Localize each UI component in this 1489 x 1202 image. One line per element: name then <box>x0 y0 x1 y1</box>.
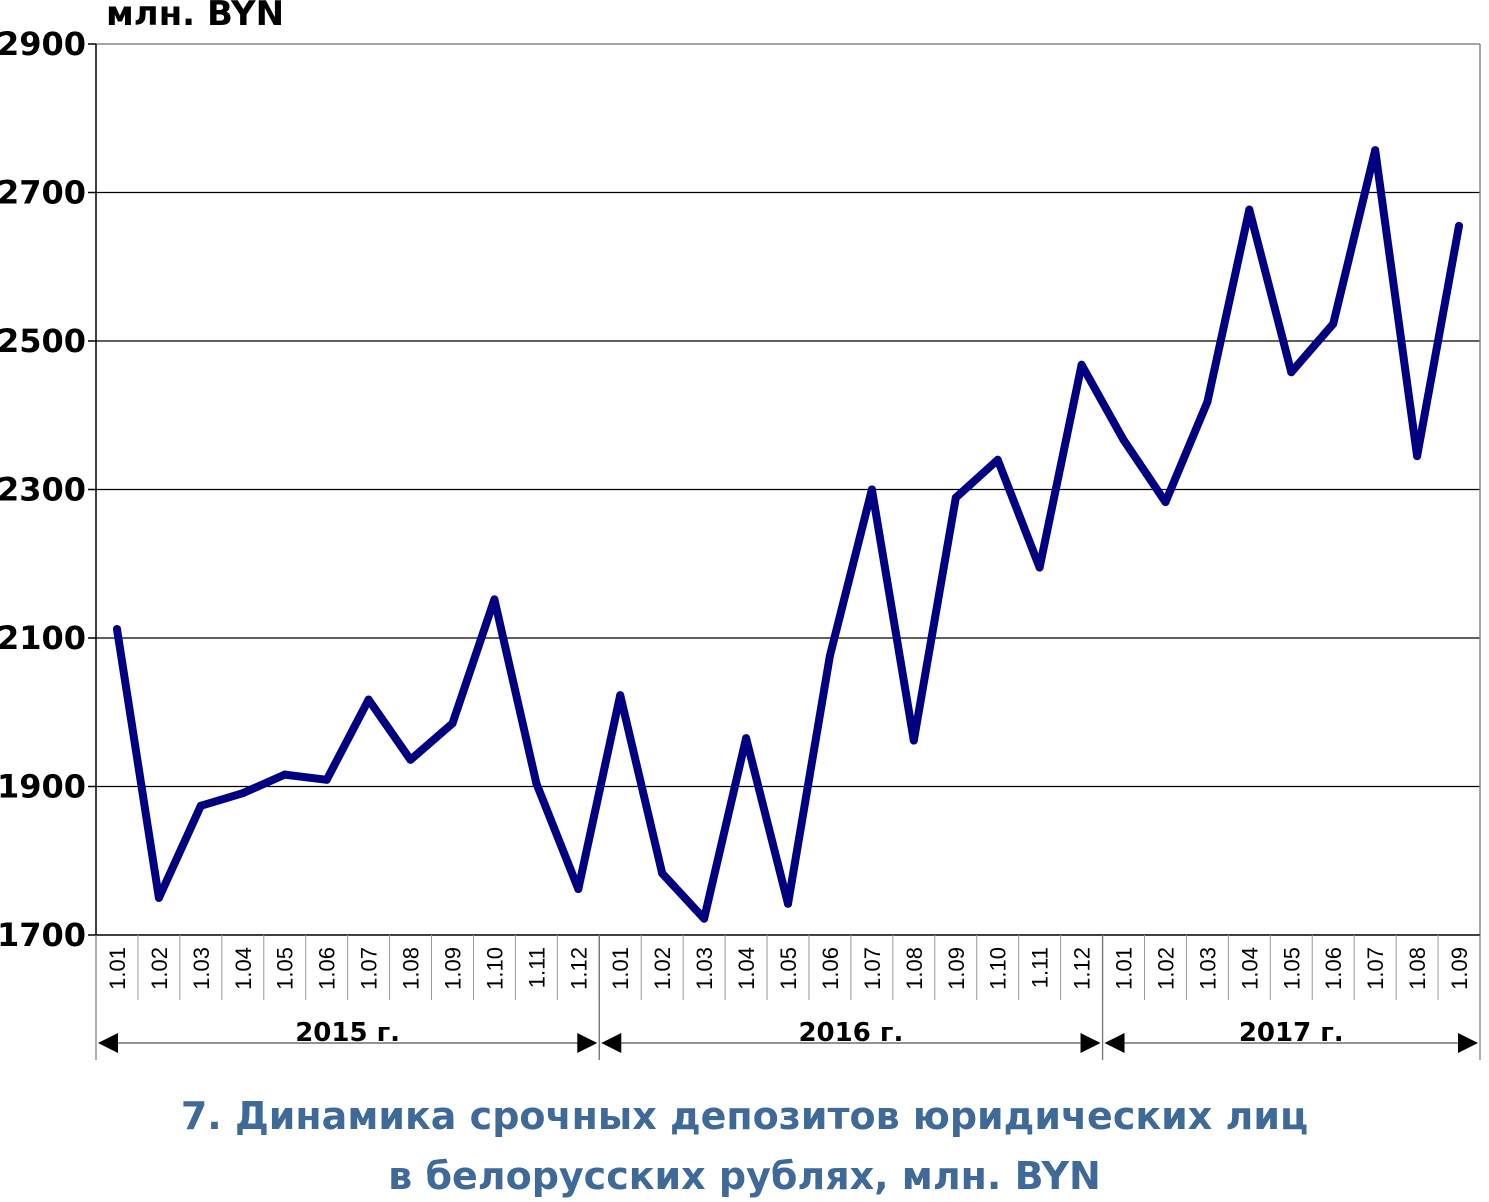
y-tick-label: 2300 <box>0 471 86 509</box>
data-point <box>280 770 289 779</box>
y-tick-label: 2500 <box>0 322 86 360</box>
data-point <box>322 775 331 784</box>
data-point <box>1161 498 1170 507</box>
data-point <box>993 455 1002 464</box>
x-tick-label: 1.10 <box>482 947 507 990</box>
data-point <box>574 885 583 893</box>
year-arrow-right <box>1080 1033 1101 1053</box>
data-point <box>1455 221 1463 230</box>
data-point <box>700 914 709 923</box>
x-tick-label: 1.05 <box>273 947 298 990</box>
y-tick-label: 1900 <box>0 768 86 806</box>
series-lines <box>113 146 1463 923</box>
x-tick-label: 1.12 <box>1070 947 1095 990</box>
data-point <box>867 485 876 494</box>
x-tick-label: 1.07 <box>357 947 382 990</box>
x-tick-label: 1.06 <box>1321 947 1346 990</box>
x-tick-label: 1.01 <box>105 947 130 990</box>
data-point <box>196 801 205 810</box>
data-point <box>448 719 457 728</box>
data-point <box>784 899 792 908</box>
x-tick-label: 1.04 <box>231 947 256 990</box>
data-point <box>658 869 667 878</box>
x-tick-labels: 1.01 1.02 1.03 1.04 1.05 1.06 1.07 1.08 1.09 1.10… <box>105 947 1472 990</box>
year-label: 2015 г. <box>295 1018 400 1048</box>
year-arrow-left <box>1104 1033 1125 1053</box>
x-tick-label: 1.09 <box>944 947 969 990</box>
x-tick-label: 1.09 <box>1447 947 1472 990</box>
axes <box>88 43 1481 1000</box>
y-tick-label: 2900 <box>0 25 86 63</box>
x-tick-label: 1.02 <box>147 947 172 990</box>
x-tick-label: 1.02 <box>650 947 675 990</box>
y-tick-labels: 1700 1900 2100 2300 2500 2700 2900 <box>0 25 86 954</box>
x-tick-label: 1.10 <box>986 947 1011 990</box>
x-tick-label: 1.11 <box>1028 947 1053 988</box>
y-axis-unit-label: млн. BYN <box>106 0 285 34</box>
data-point <box>1077 360 1086 369</box>
x-tick-label: 1.05 <box>1279 947 1304 990</box>
year-label: 2017 г. <box>1239 1018 1344 1048</box>
data-point <box>742 734 751 743</box>
series-line <box>113 146 1463 923</box>
x-tick-label: 1.02 <box>1153 947 1178 990</box>
x-tick-label: 1.11 <box>524 947 549 988</box>
x-tick-label: 1.03 <box>1195 947 1220 990</box>
x-tick-label: 1.01 <box>1112 947 1137 990</box>
grid-lines <box>96 191 1480 788</box>
x-tick-label: 1.04 <box>1237 947 1262 990</box>
x-tick-label: 1.07 <box>860 947 885 990</box>
year-arrow-right <box>1458 1033 1478 1053</box>
data-point <box>951 493 960 502</box>
y-tick-label: 2100 <box>0 619 86 657</box>
x-tick-label: 1.09 <box>440 947 465 990</box>
x-tick-label: 1.08 <box>902 947 927 990</box>
data-point <box>1245 205 1254 214</box>
data-point <box>1371 146 1380 155</box>
data-point <box>616 691 625 700</box>
data-point <box>1035 563 1044 572</box>
data-point <box>1413 452 1422 461</box>
data-point <box>909 736 918 745</box>
x-tick-label: 1.12 <box>566 947 591 990</box>
data-point <box>1203 397 1212 406</box>
data-point <box>1329 319 1338 328</box>
year-brackets: 2015 г. 2016 г. 2017 г. <box>95 935 1481 1060</box>
data-point <box>1287 368 1296 377</box>
data-point <box>1119 435 1128 444</box>
data-point <box>490 595 499 604</box>
x-tick-label: 1.01 <box>608 947 633 990</box>
x-tick-label: 1.06 <box>818 947 843 990</box>
x-tick-label: 1.07 <box>1363 947 1388 990</box>
chart-caption-line-1: 7. Динамика срочных депозитов юридически… <box>180 1094 1309 1138</box>
chart-caption-line-2: в белорусских рублях, млн. BYN <box>388 1154 1101 1198</box>
data-point <box>532 779 541 788</box>
year-arrow-right <box>577 1033 598 1053</box>
data-point <box>154 893 163 902</box>
y-tick-label: 2700 <box>0 174 86 212</box>
x-tick-label: 1.03 <box>189 947 214 990</box>
data-point <box>406 755 415 764</box>
data-point <box>238 789 247 798</box>
x-tick-label: 1.04 <box>734 947 759 990</box>
year-arrow-left <box>98 1033 118 1053</box>
x-tick-label: 1.06 <box>315 947 340 990</box>
x-tick-label: 1.08 <box>399 947 424 990</box>
year-arrow-left <box>601 1033 622 1053</box>
x-tick-label: 1.08 <box>1405 947 1430 990</box>
data-point <box>825 651 834 660</box>
x-tick-label: 1.05 <box>776 947 801 990</box>
year-label: 2016 г. <box>798 1018 903 1048</box>
data-point <box>364 695 373 704</box>
y-tick-label: 1700 <box>0 916 86 954</box>
data-point <box>113 625 121 634</box>
x-tick-label: 1.03 <box>692 947 717 990</box>
